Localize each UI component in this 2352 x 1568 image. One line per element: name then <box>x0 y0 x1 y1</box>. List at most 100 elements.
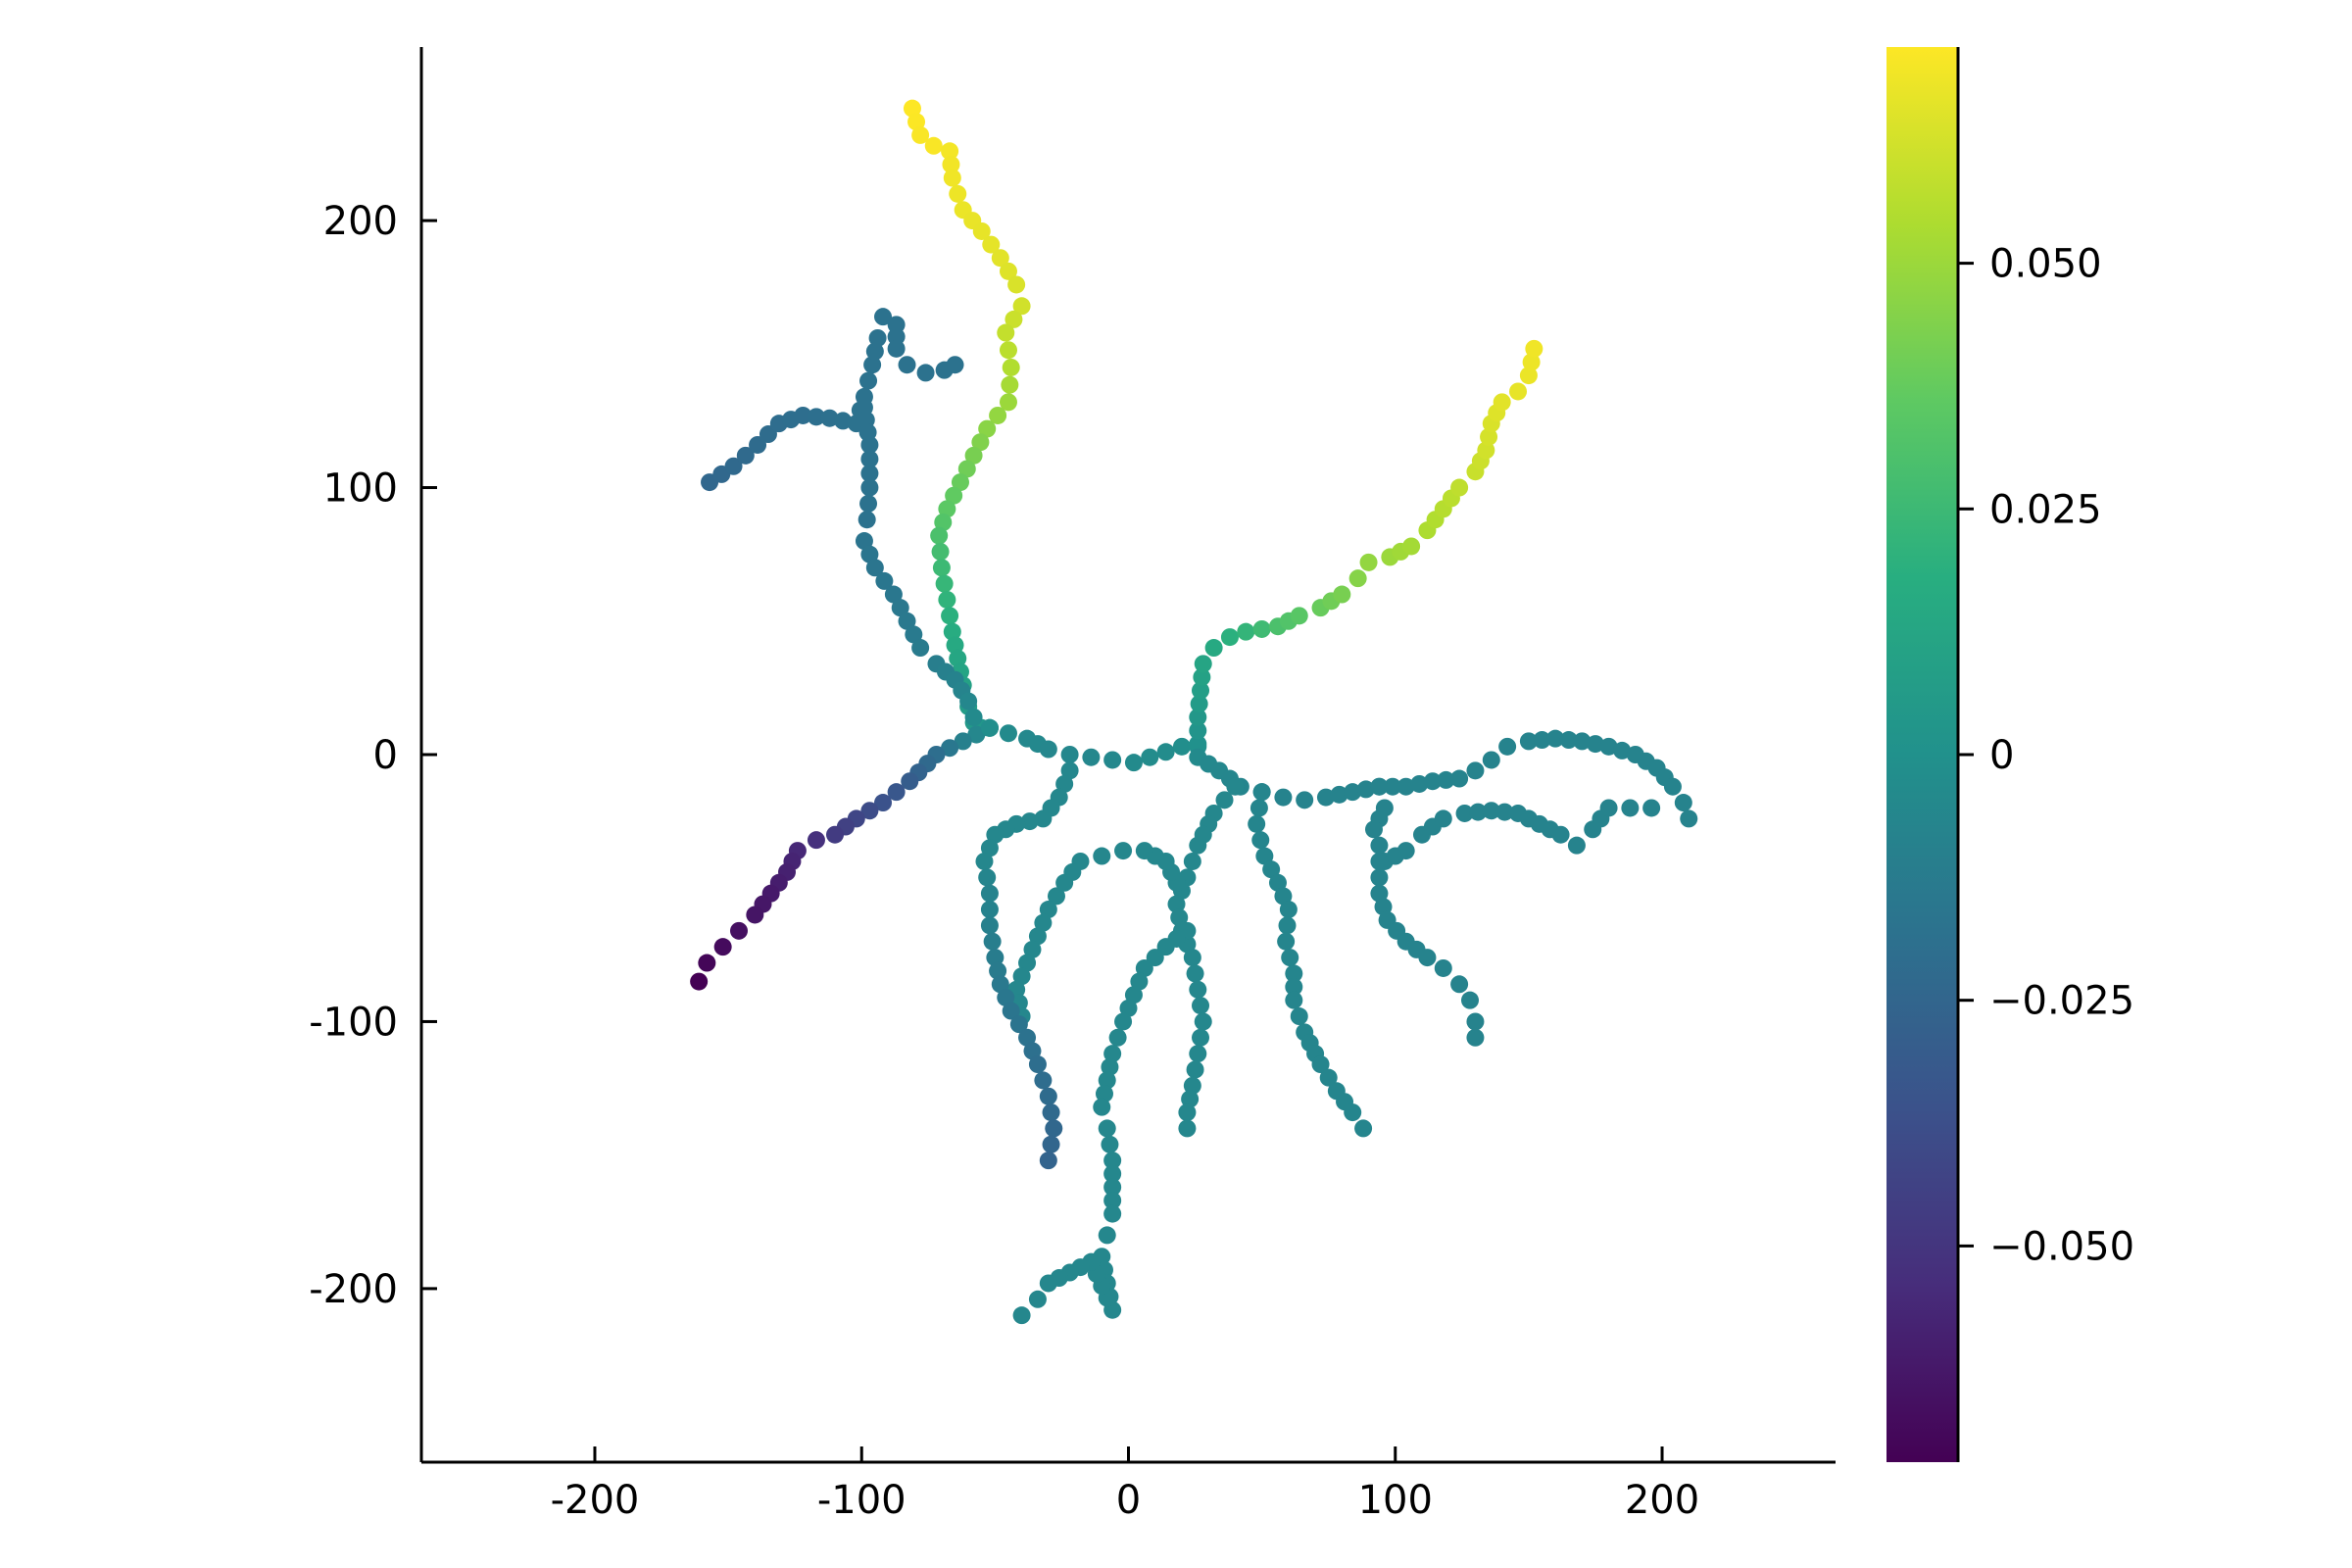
data-point <box>1055 774 1074 793</box>
data-point <box>999 393 1017 412</box>
data-point <box>1370 868 1389 887</box>
data-point <box>807 408 825 426</box>
data-point <box>1047 887 1065 906</box>
data-point <box>1410 774 1429 793</box>
data-point <box>1114 1012 1133 1031</box>
data-point <box>991 975 1009 994</box>
data-point <box>1674 794 1692 812</box>
data-point <box>903 99 921 118</box>
data-point <box>887 783 906 802</box>
data-point <box>736 446 755 465</box>
data-point <box>1621 799 1640 817</box>
data-point <box>1418 949 1437 967</box>
data-point <box>1183 1076 1201 1095</box>
data-point <box>1434 958 1452 977</box>
data-point <box>1354 1119 1373 1138</box>
colorbar-tick-label: −0.050 <box>1989 1224 2134 1269</box>
data-point <box>1519 367 1538 385</box>
colorbar-ticks: 0.050 0.025 0 −0.025 −0.050 <box>1958 242 2134 1269</box>
data-point <box>1493 393 1511 412</box>
data-point <box>1319 1068 1338 1087</box>
data-point <box>855 532 873 551</box>
data-point <box>986 949 1004 967</box>
data-point <box>1001 375 1019 394</box>
data-point <box>1093 1098 1111 1116</box>
data-point <box>859 494 878 513</box>
data-point <box>1190 695 1208 713</box>
data-point <box>1103 1164 1122 1183</box>
data-point <box>982 235 1001 254</box>
data-point <box>901 772 919 791</box>
data-point <box>1437 770 1455 789</box>
data-point <box>1098 1071 1116 1090</box>
data-point <box>860 478 879 497</box>
data-point <box>980 916 999 935</box>
data-point <box>1098 1119 1116 1138</box>
data-point <box>759 425 777 444</box>
data-point <box>1450 769 1469 788</box>
data-point <box>1251 831 1270 850</box>
data-point <box>1042 1135 1060 1153</box>
data-point <box>935 574 954 593</box>
colorbar-gradient <box>1886 47 1958 1462</box>
branch-left-trunk <box>855 398 999 737</box>
data-point <box>905 625 923 644</box>
data-point <box>1034 913 1053 932</box>
data-point <box>997 323 1015 342</box>
data-point <box>971 433 990 452</box>
data-point <box>1023 1042 1042 1060</box>
data-point <box>1012 297 1031 316</box>
data-point <box>1082 748 1101 766</box>
data-point <box>932 559 951 577</box>
data-point <box>1519 732 1538 751</box>
data-point <box>941 607 959 625</box>
branch-center-down-right <box>1248 783 1373 1138</box>
data-point <box>1170 908 1189 927</box>
scatter-points <box>690 99 1698 1325</box>
data-point <box>1290 1007 1308 1026</box>
data-point <box>1450 975 1469 994</box>
data-point <box>1480 427 1498 446</box>
data-point <box>930 526 949 545</box>
y-ticks: 200 100 0 -100 -200 <box>309 199 437 1312</box>
data-point <box>983 932 1002 951</box>
data-point <box>949 649 967 667</box>
data-point <box>942 155 960 173</box>
branch-yellow-right <box>1189 339 1544 754</box>
data-point <box>865 559 884 577</box>
data-point <box>1370 884 1389 903</box>
data-point <box>1192 681 1210 700</box>
data-point <box>1183 852 1201 870</box>
data-point <box>1226 777 1245 796</box>
data-point <box>858 511 876 529</box>
data-point <box>1023 940 1042 958</box>
data-point <box>1101 1135 1119 1153</box>
data-point <box>1103 1204 1122 1223</box>
data-point <box>1586 735 1604 754</box>
branch-right-down <box>1370 852 1485 1047</box>
data-point <box>1004 310 1023 328</box>
data-point <box>1020 812 1039 831</box>
data-point <box>1189 836 1207 855</box>
data-point <box>698 954 716 972</box>
data-point <box>1028 1055 1047 1074</box>
data-point <box>1135 958 1153 977</box>
data-point <box>874 794 893 812</box>
data-point <box>1573 732 1592 751</box>
x-tick-label: 100 <box>1358 1478 1433 1523</box>
data-point <box>954 732 972 751</box>
data-point <box>1466 1028 1485 1047</box>
data-point <box>1237 622 1255 641</box>
data-point <box>1178 1103 1197 1122</box>
data-point <box>959 692 978 710</box>
data-point <box>1186 1060 1204 1079</box>
data-point <box>1098 1226 1116 1245</box>
data-point <box>1370 777 1389 796</box>
data-point <box>1359 553 1378 571</box>
data-point <box>1460 991 1479 1009</box>
data-point <box>1469 803 1488 821</box>
data-point <box>980 839 999 858</box>
data-point <box>999 262 1017 280</box>
data-point <box>865 342 884 361</box>
colorbar-tick-label: 0 <box>1989 733 2014 778</box>
